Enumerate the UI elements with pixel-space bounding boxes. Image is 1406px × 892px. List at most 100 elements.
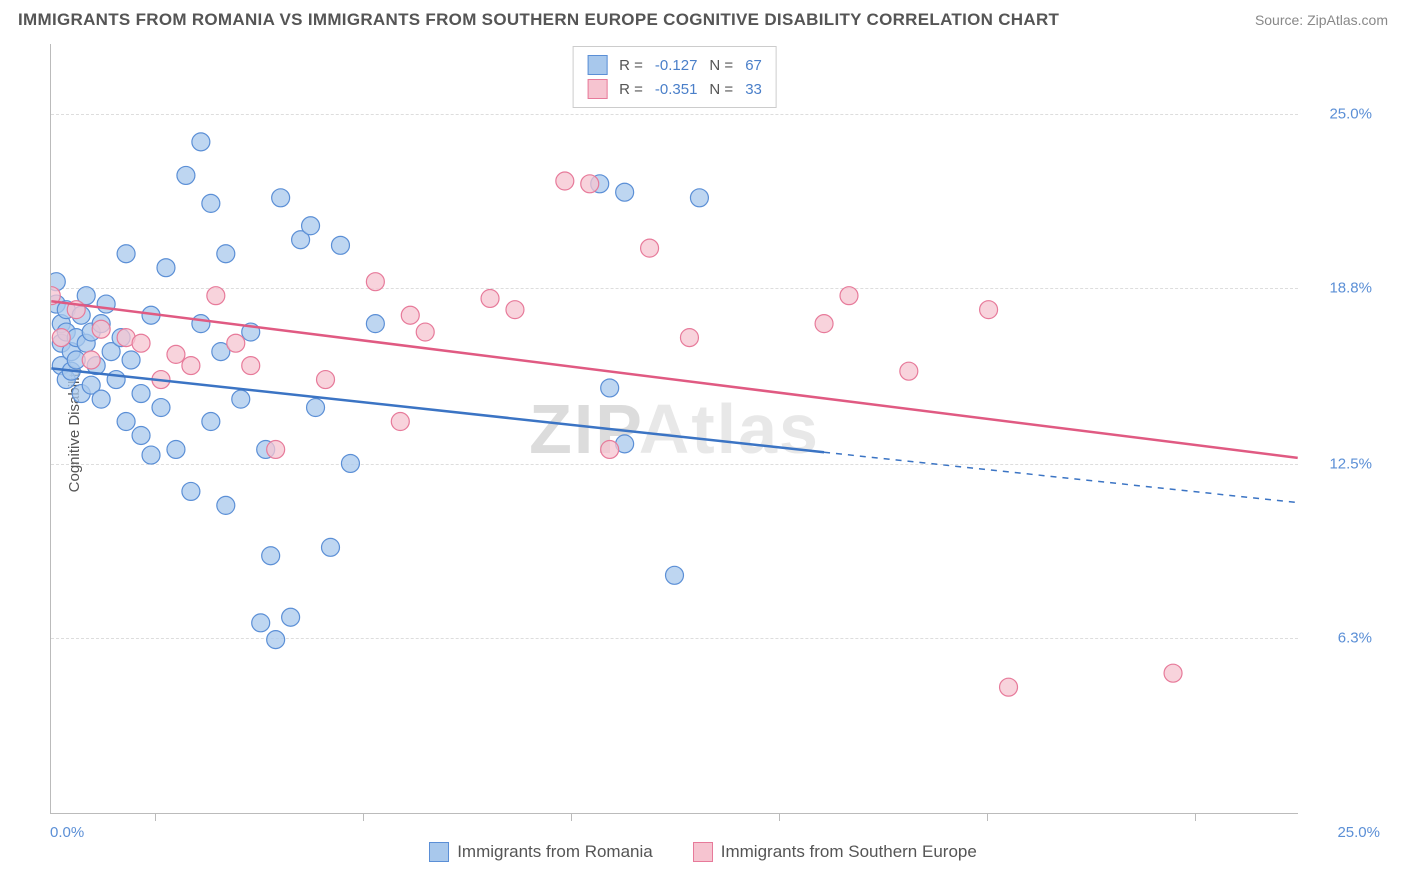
data-point-southern_europe [317,371,335,389]
data-point-southern_europe [242,357,260,375]
data-point-southern_europe [840,287,858,305]
trend-line-southern_europe [51,301,1297,458]
data-point-romania [182,482,200,500]
data-point-southern_europe [182,357,200,375]
data-point-romania [282,608,300,626]
legend-stats: R = -0.127 N = 67 R = -0.351 N = 33 [572,46,777,108]
data-point-romania [132,385,150,403]
data-point-southern_europe [581,175,599,193]
data-point-southern_europe [167,345,185,363]
plot-area: ZIPAtlas R = -0.127 N = 67 R = -0.351 N … [50,44,1298,814]
data-point-romania [192,133,210,151]
r-label: R = [619,81,643,98]
x-min-label: 0.0% [50,824,84,841]
data-point-romania [601,379,619,397]
data-point-southern_europe [267,440,285,458]
data-point-southern_europe [391,413,409,431]
data-point-southern_europe [1164,664,1182,682]
plot-svg [51,44,1298,813]
data-point-southern_europe [227,334,245,352]
data-point-southern_europe [366,273,384,291]
data-point-romania [97,295,115,313]
data-point-southern_europe [506,301,524,319]
data-point-southern_europe [601,440,619,458]
data-point-romania [307,399,325,417]
n-label: N = [709,57,733,74]
data-point-romania [217,496,235,514]
data-point-southern_europe [556,172,574,190]
data-point-southern_europe [401,306,419,324]
x-tick [571,813,572,821]
data-point-romania [331,236,349,254]
data-point-romania [167,440,185,458]
data-point-romania [107,371,125,389]
data-point-romania [177,166,195,184]
trend-line-dash-romania [824,452,1298,502]
data-point-romania [302,217,320,235]
data-point-romania [117,413,135,431]
x-tick [1195,813,1196,821]
y-tick-label: 12.5% [1329,456,1372,473]
data-point-romania [192,315,210,333]
data-point-southern_europe [641,239,659,257]
x-tick [987,813,988,821]
x-max-label: 25.0% [1337,824,1380,841]
data-point-southern_europe [1000,678,1018,696]
legend-item-romania: Immigrants from Romania [429,842,653,862]
legend-label: Immigrants from Southern Europe [721,842,977,862]
data-point-southern_europe [680,329,698,347]
data-point-southern_europe [481,289,499,307]
data-point-romania [142,446,160,464]
n-label: N = [709,81,733,98]
data-point-romania [616,183,634,201]
data-point-southern_europe [92,320,110,338]
x-tick [155,813,156,821]
source-label: Source: ZipAtlas.com [1255,12,1388,28]
data-point-southern_europe [132,334,150,352]
data-point-romania [202,194,220,212]
chart-title: IMMIGRANTS FROM ROMANIA VS IMMIGRANTS FR… [18,10,1059,30]
plot-wrap: ZIPAtlas R = -0.127 N = 67 R = -0.351 N … [50,44,1380,814]
data-point-romania [272,189,290,207]
legend-swatch-romania [429,842,449,862]
data-point-southern_europe [207,287,225,305]
legend-swatch-southern-europe [587,79,607,99]
r-label: R = [619,57,643,74]
data-point-romania [666,566,684,584]
data-point-romania [152,399,170,417]
legend-bottom: Immigrants from Romania Immigrants from … [0,842,1406,862]
data-point-romania [122,351,140,369]
legend-label: Immigrants from Romania [457,842,653,862]
legend-swatch-romania [587,55,607,75]
n-value: 33 [745,81,762,98]
data-point-southern_europe [815,315,833,333]
data-point-romania [132,427,150,445]
data-point-romania [690,189,708,207]
data-point-romania [202,413,220,431]
data-point-southern_europe [416,323,434,341]
data-point-romania [267,631,285,649]
r-value: -0.351 [655,81,698,98]
data-point-southern_europe [980,301,998,319]
y-tick-label: 25.0% [1329,106,1372,123]
data-point-southern_europe [52,329,70,347]
data-point-romania [217,245,235,263]
data-point-romania [92,390,110,408]
legend-stats-row: R = -0.127 N = 67 [587,53,762,77]
legend-stats-row: R = -0.351 N = 33 [587,77,762,101]
data-point-romania [157,259,175,277]
x-tick [779,813,780,821]
r-value: -0.127 [655,57,698,74]
data-point-romania [366,315,384,333]
x-tick [363,813,364,821]
data-point-romania [262,547,280,565]
y-tick-label: 6.3% [1338,629,1372,646]
legend-swatch-southern-europe [693,842,713,862]
data-point-southern_europe [900,362,918,380]
data-point-southern_europe [82,351,100,369]
data-point-romania [322,538,340,556]
data-point-romania [341,454,359,472]
data-point-romania [252,614,270,632]
legend-item-southern-europe: Immigrants from Southern Europe [693,842,977,862]
data-point-romania [232,390,250,408]
